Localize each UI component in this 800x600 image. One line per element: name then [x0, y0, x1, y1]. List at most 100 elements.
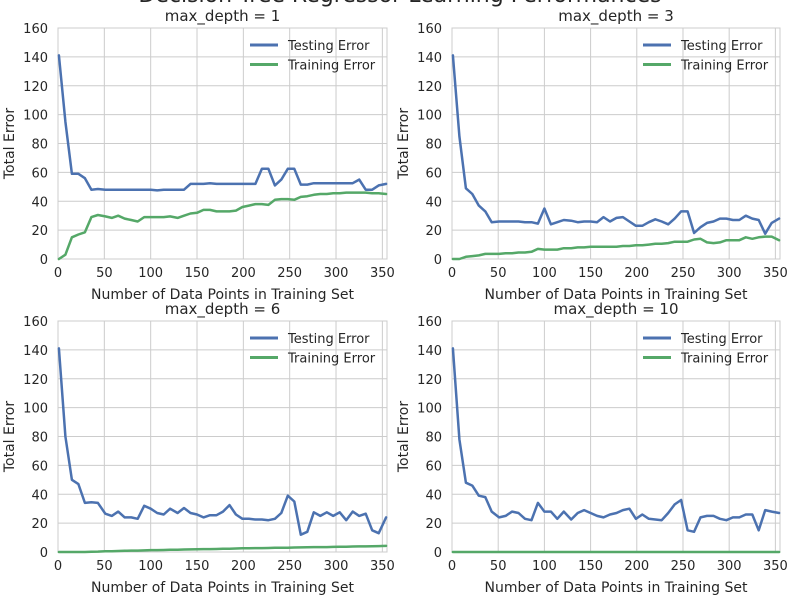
chart-panel-0: 0 20 40 60 80 100 120 140 160 0 50 100 150 200 250 300 3…	[2, 7, 395, 303]
x-tick-label: 350	[370, 266, 395, 281]
y-tick-label: 60	[425, 166, 442, 181]
series-line-testing-error	[451, 347, 781, 534]
x-tick-label: 350	[763, 559, 788, 574]
y-tick-label: 80	[31, 138, 48, 153]
y-tick-label: 20	[31, 224, 48, 239]
y-tick-label: 20	[425, 224, 442, 239]
y-tick-label: 80	[425, 431, 442, 446]
y-tick-label: 140	[23, 344, 48, 359]
x-tick-label: 300	[717, 559, 742, 574]
legend-label: Testing Error	[680, 332, 763, 347]
y-tick-label: 20	[425, 517, 442, 532]
y-tick-label: 60	[31, 459, 48, 474]
y-tick-label: 0	[40, 546, 48, 561]
chart-title: max_depth = 10	[553, 300, 678, 319]
x-tick-label: 50	[96, 266, 113, 281]
x-tick-label: 300	[324, 559, 349, 574]
x-axis-label: Number of Data Points in Training Set	[91, 580, 354, 596]
y-tick-label: 40	[425, 488, 442, 503]
x-tick-label: 300	[717, 266, 742, 281]
figure-suptitle: Decision Tree Regressor Learning Perform…	[138, 0, 661, 8]
series-line-training-error	[451, 235, 781, 261]
y-tick-label: 60	[31, 166, 48, 181]
series-line-testing-error	[57, 54, 388, 192]
y-tick-label: 40	[31, 488, 48, 503]
series-line-testing-error	[57, 347, 388, 536]
y-tick-label: 60	[425, 459, 442, 474]
y-tick-label: 100	[417, 109, 442, 124]
x-tick-label: 100	[532, 266, 557, 281]
y-axis-label: Total Error	[2, 108, 18, 181]
x-tick-label: 200	[624, 266, 649, 281]
y-tick-label: 40	[425, 195, 442, 210]
y-tick-label: 100	[23, 109, 48, 124]
legend-label: Testing Error	[680, 39, 763, 54]
x-tick-label: 150	[578, 266, 603, 281]
x-tick-label: 250	[277, 266, 302, 281]
x-tick-label: 350	[763, 266, 788, 281]
legend: Testing Error Training Error	[250, 332, 376, 367]
chart-panel-1: 0 20 40 60 80 100 120 140 160 0 50 100 150 200 250 300 3…	[396, 7, 788, 303]
x-axis-label: Number of Data Points in Training Set	[485, 287, 748, 303]
y-tick-label: 160	[417, 315, 442, 330]
y-tick-label: 80	[425, 138, 442, 153]
y-tick-label: 140	[23, 51, 48, 66]
x-tick-label: 200	[624, 559, 649, 574]
legend: Testing Error Training Error	[643, 332, 769, 367]
x-tick-label: 100	[138, 559, 163, 574]
x-tick-label: 250	[277, 559, 302, 574]
x-tick-label: 150	[185, 266, 210, 281]
y-tick-label: 120	[417, 80, 442, 95]
legend-label: Training Error	[287, 59, 376, 74]
chart-title: max_depth = 1	[165, 7, 281, 26]
chart-title: max_depth = 3	[558, 7, 674, 26]
x-axis-label: Number of Data Points in Training Set	[91, 287, 354, 303]
x-tick-label: 250	[671, 559, 696, 574]
chart-title: max_depth = 6	[165, 300, 281, 319]
y-tick-label: 120	[23, 373, 48, 388]
x-tick-label: 200	[231, 559, 256, 574]
y-tick-label: 140	[417, 51, 442, 66]
series-line-training-error	[57, 544, 388, 554]
y-tick-label: 160	[23, 22, 48, 37]
x-tick-label: 150	[185, 559, 210, 574]
y-axis-label: Total Error	[396, 108, 412, 181]
legend-label: Testing Error	[287, 39, 370, 54]
x-tick-label: 200	[231, 266, 256, 281]
x-tick-label: 150	[578, 559, 603, 574]
y-tick-label: 40	[31, 195, 48, 210]
y-tick-label: 80	[31, 431, 48, 446]
series-line-training-error	[57, 191, 388, 261]
x-tick-label: 350	[370, 559, 395, 574]
x-tick-label: 250	[671, 266, 696, 281]
y-tick-label: 100	[23, 402, 48, 417]
legend-label: Training Error	[287, 352, 376, 367]
legend-label: Training Error	[680, 352, 769, 367]
y-tick-label: 120	[417, 373, 442, 388]
legend-label: Testing Error	[287, 332, 370, 347]
plot-frame	[451, 27, 781, 260]
legend-label: Training Error	[680, 59, 769, 74]
y-tick-label: 0	[434, 546, 442, 561]
x-tick-label: 50	[490, 559, 507, 574]
y-tick-label: 0	[40, 253, 48, 268]
x-tick-label: 0	[448, 266, 456, 281]
x-tick-label: 100	[532, 559, 557, 574]
y-tick-label: 100	[417, 402, 442, 417]
chart-panel-2: 0 20 40 60 80 100 120 140 160 0 50 100 150 200 250 300 3…	[2, 300, 395, 596]
legend: Testing Error Training Error	[643, 39, 769, 74]
y-axis-label: Total Error	[396, 401, 412, 474]
y-axis-label: Total Error	[2, 401, 18, 474]
x-tick-label: 0	[54, 266, 62, 281]
y-tick-label: 160	[417, 22, 442, 37]
x-axis-label: Number of Data Points in Training Set	[485, 580, 748, 596]
plot-frame	[57, 320, 388, 553]
plot-frame	[57, 27, 388, 260]
y-tick-label: 20	[31, 517, 48, 532]
legend: Testing Error Training Error	[250, 39, 376, 74]
x-tick-label: 300	[324, 266, 349, 281]
series-line-testing-error	[451, 54, 781, 235]
x-tick-label: 0	[54, 559, 62, 574]
x-tick-label: 100	[138, 266, 163, 281]
